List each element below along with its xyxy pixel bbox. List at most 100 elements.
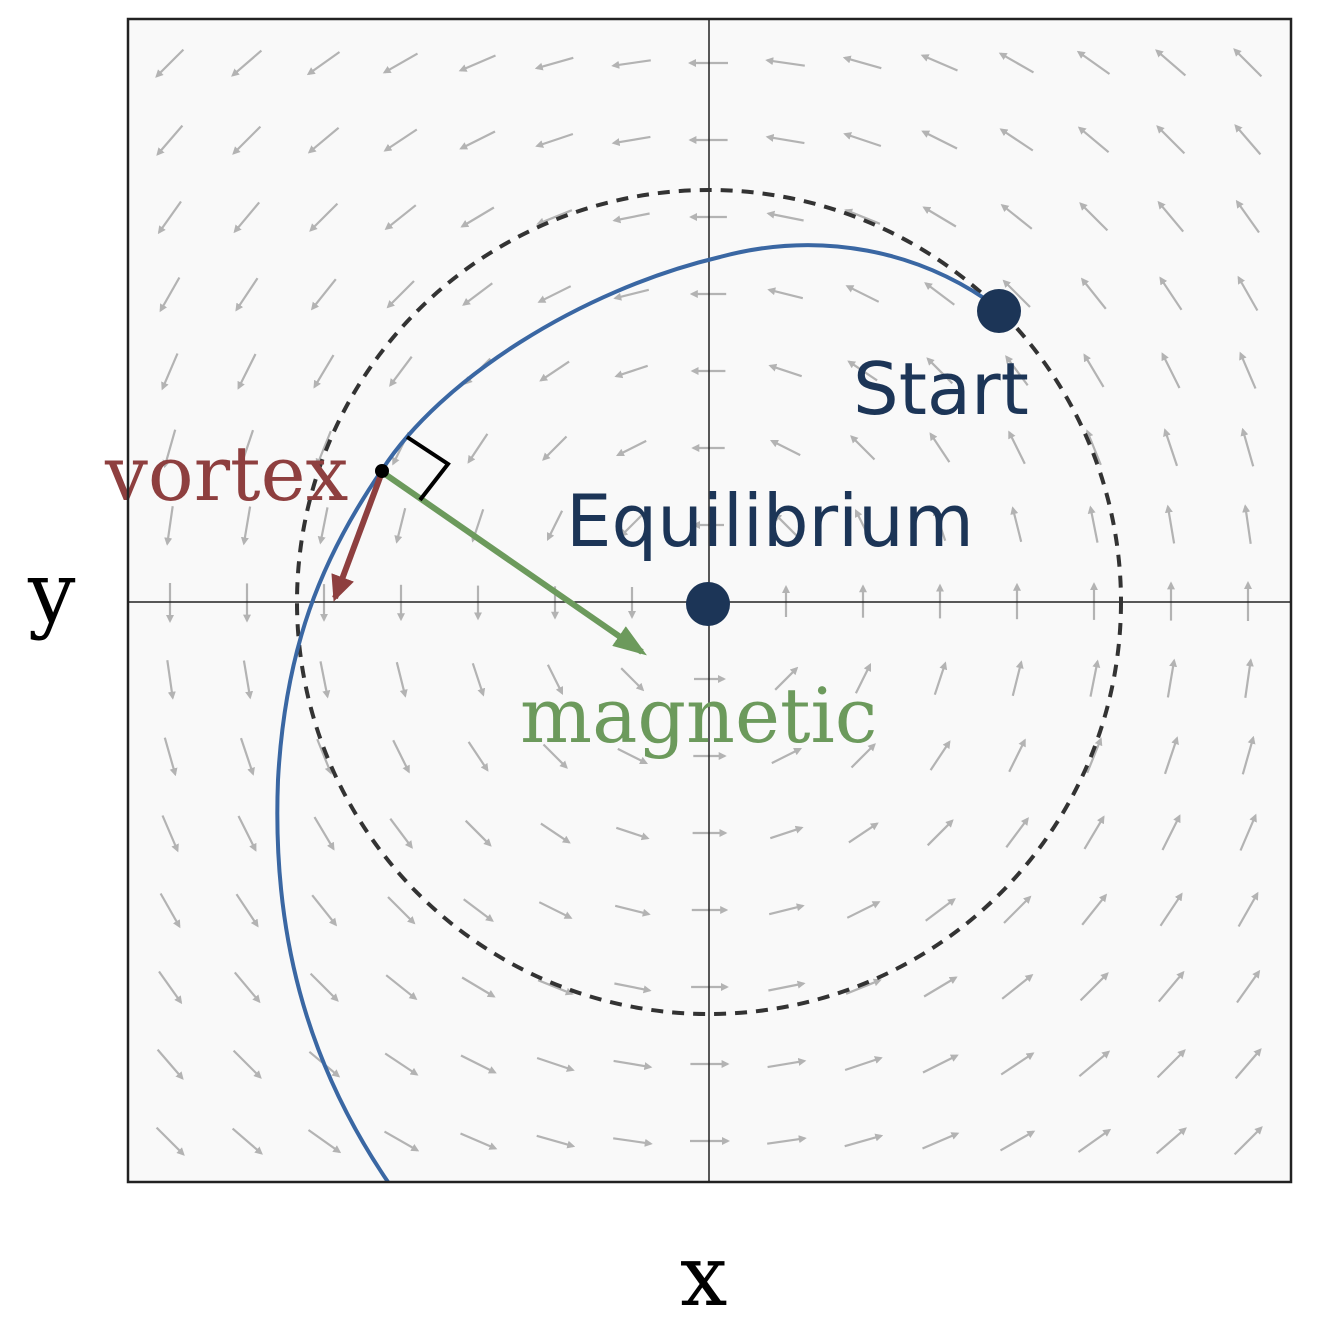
tangent-point	[375, 464, 389, 478]
field-arrow	[929, 432, 951, 463]
start-point	[977, 289, 1021, 333]
field-arrow	[1085, 429, 1102, 466]
field-arrow	[538, 901, 573, 919]
field-arrow	[385, 974, 418, 1001]
field-arrow	[382, 52, 419, 74]
x-axis-label: x	[680, 1227, 727, 1325]
field-arrow	[925, 898, 956, 922]
field-arrow	[769, 825, 804, 840]
field-arrow	[845, 285, 880, 303]
start-label: Start	[853, 347, 1029, 431]
field-arrow	[926, 357, 954, 385]
field-arrow	[319, 661, 331, 699]
vortex-label: vortex	[104, 429, 348, 518]
field-arrow	[773, 512, 798, 537]
field-arrow	[999, 128, 1034, 152]
field-arrow	[1002, 279, 1031, 308]
field-arrow	[922, 1132, 960, 1150]
plot-border	[126, 17, 1293, 1184]
field-arrow	[1000, 1052, 1035, 1076]
field-arrow	[467, 741, 489, 772]
field-arrow	[1079, 972, 1109, 1002]
field-arrow	[1086, 737, 1103, 774]
field-arrow	[471, 662, 486, 697]
field-arrow	[1155, 49, 1187, 77]
field-arrow	[239, 737, 255, 776]
field-arrow	[1239, 813, 1257, 851]
field-arrow	[1011, 660, 1024, 697]
vortex-vector	[331, 470, 385, 602]
field-arrow	[459, 130, 496, 150]
field-arrow	[613, 288, 650, 301]
field-arrow	[546, 664, 564, 695]
field-arrow	[1083, 353, 1105, 388]
field-arrow	[537, 285, 572, 303]
field-arrow	[315, 430, 332, 467]
right-angle-marker	[405, 435, 451, 502]
field-arrow	[1089, 659, 1101, 697]
field-arrow	[164, 506, 174, 546]
field-arrow	[1087, 505, 1099, 543]
field-arrow	[232, 125, 262, 155]
field-arrow	[614, 364, 649, 379]
field-arrow	[158, 970, 183, 1005]
field-arrow	[767, 287, 804, 300]
field-arrow	[1081, 893, 1108, 926]
field-arrow	[157, 200, 182, 235]
dashed-circle	[295, 188, 1123, 1016]
field-arrow	[536, 209, 573, 226]
field-arrow	[765, 133, 805, 145]
field-arrow	[155, 1126, 185, 1156]
field-arrow	[394, 507, 407, 544]
field-arrow	[317, 507, 329, 545]
field-arrow	[611, 135, 651, 147]
field-arrow	[461, 976, 496, 998]
field-arrow	[240, 506, 252, 546]
field-arrow	[161, 353, 179, 391]
field-arrow	[309, 972, 339, 1002]
field-arrow	[313, 354, 335, 389]
magnetic-vector	[380, 469, 647, 656]
field-arrow	[159, 276, 181, 313]
field-arrow	[998, 52, 1035, 74]
field-arrow	[771, 747, 802, 765]
field-arrow	[619, 513, 644, 538]
field-arrow	[774, 666, 799, 691]
field-arrow	[1241, 735, 1256, 775]
field-arrow	[768, 903, 805, 916]
field-arrow	[1237, 275, 1259, 312]
field-arrow	[850, 435, 876, 461]
field-arrow	[386, 280, 415, 309]
field-arrow	[159, 892, 181, 929]
field-arrow	[460, 206, 495, 228]
field-arrow	[237, 353, 257, 390]
field-arrow	[767, 1135, 807, 1145]
field-arrow	[389, 818, 413, 849]
field-arrow	[1003, 895, 1032, 924]
field-arrow	[1005, 817, 1029, 848]
field-arrow	[1237, 891, 1259, 928]
field-arrow	[537, 979, 574, 996]
field-arrow	[844, 1133, 884, 1148]
field-arrow	[239, 429, 255, 468]
field-arrow	[306, 51, 341, 76]
field-arrow	[1235, 199, 1260, 234]
field-arrow	[845, 978, 882, 995]
field-arrow	[767, 1057, 807, 1069]
field-arrow	[922, 1054, 959, 1074]
field-arrow	[1078, 1050, 1111, 1078]
field-arrow	[615, 826, 650, 841]
field-arrow	[617, 747, 648, 765]
field-arrow	[163, 737, 178, 777]
field-arrow	[1000, 203, 1033, 230]
field-arrow	[1166, 658, 1178, 698]
field-arrow	[846, 901, 881, 919]
field-arrow	[395, 661, 408, 698]
field-arrow	[458, 54, 496, 72]
field-arrow	[920, 54, 958, 72]
field-arrow	[156, 124, 184, 156]
field-arrow	[464, 819, 492, 847]
field-arrow	[162, 429, 177, 469]
field-arrow	[310, 278, 337, 311]
field-arrow	[155, 48, 185, 78]
